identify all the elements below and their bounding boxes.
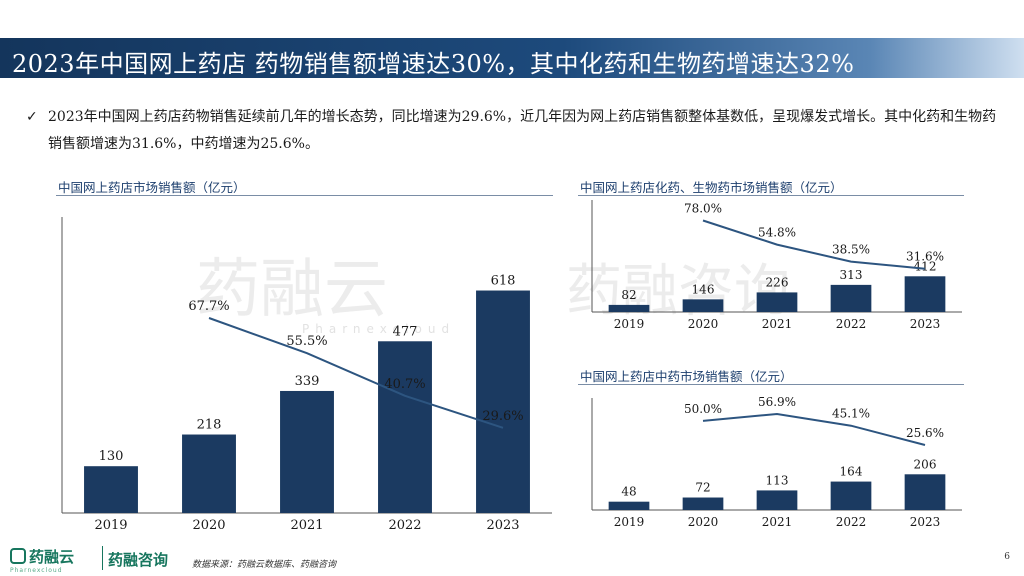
chart-total-title: 中国网上药店市场销售额（亿元） — [58, 180, 246, 195]
x-tick-label: 2022 — [836, 515, 867, 529]
footer-divider — [102, 546, 103, 570]
bar — [608, 501, 650, 510]
cloud-logo-icon — [10, 548, 26, 564]
bar-value-label: 412 — [914, 259, 937, 273]
bar — [756, 490, 798, 510]
page-title: 2023年中国网上药店 药物销售额增速达30%，其中化药和生物药增速达32% — [12, 50, 855, 78]
summary-text: 2023年中国网上药店药物销售延续前几年的增长态势，同比增速为29.6%，近几年… — [48, 109, 997, 152]
chart-tcm-sales: 48 2019 72 2020 113 2021 164 2022 206 2023 50.0% 56… — [591, 395, 962, 529]
bar-value-label: 339 — [295, 374, 320, 389]
growth-rate-line — [208, 317, 504, 429]
bar-value-label: 218 — [197, 418, 222, 433]
bar — [682, 299, 724, 312]
bar — [378, 341, 432, 513]
x-tick-label: 2022 — [388, 518, 421, 533]
bar — [904, 276, 946, 312]
title-bar — [0, 38, 1024, 78]
chart-total-title-rule — [56, 195, 553, 196]
bar-value-label: 164 — [840, 465, 863, 479]
data-source: 数据来源：药融云数据库、药融咨询 — [192, 560, 337, 570]
x-tick-label: 2020 — [192, 518, 225, 533]
chart-chemical-title-rule — [578, 195, 964, 196]
chart-chemical-title: 中国网上药店化药、生物药市场销售额（亿元） — [580, 180, 843, 195]
growth-rate-line — [702, 412, 926, 446]
growth-rate-line — [702, 219, 926, 270]
growth-rate-label: 56.9% — [758, 395, 796, 409]
growth-rate-label: 25.6% — [906, 426, 944, 440]
x-tick-label: 2020 — [688, 515, 719, 529]
bar — [84, 466, 138, 513]
growth-rate-label: 38.5% — [832, 243, 870, 257]
bar — [830, 481, 872, 510]
bar-value-label: 226 — [766, 275, 789, 289]
growth-rate-label: 67.7% — [188, 299, 229, 314]
x-tick-label: 2019 — [614, 317, 645, 331]
summary-paragraph: ✓ 2023年中国网上药店药物销售延续前几年的增长态势，同比增速为29.6%，近… — [26, 104, 998, 158]
chart-chemical-biological-sales: 82 2019 146 2020 226 2021 313 2022 412 2023 78.0% 5… — [591, 200, 962, 331]
growth-rate-label: 29.6% — [482, 409, 523, 424]
bar-value-label: 113 — [766, 473, 789, 487]
bar-value-label: 206 — [914, 457, 937, 471]
bar-value-label: 82 — [621, 288, 636, 302]
growth-rate-label: 45.1% — [832, 407, 870, 421]
footer-logo-sub: Pharnexcloud — [10, 567, 63, 574]
x-tick-label: 2020 — [688, 317, 719, 331]
growth-rate-label: 50.0% — [684, 402, 722, 416]
x-tick-label: 2019 — [94, 518, 127, 533]
growth-rate-label: 40.7% — [384, 377, 425, 392]
growth-rate-label: 54.8% — [758, 226, 796, 240]
bar-value-label: 477 — [393, 324, 418, 339]
bar-value-label: 72 — [695, 481, 710, 495]
x-tick-label: 2023 — [910, 317, 941, 331]
x-tick-label: 2021 — [290, 518, 323, 533]
bar — [756, 292, 798, 312]
bar — [830, 284, 872, 312]
bar-value-label: 130 — [99, 449, 124, 464]
bar — [904, 474, 946, 510]
x-tick-label: 2023 — [910, 515, 941, 529]
growth-rate-label: 78.0% — [684, 201, 722, 215]
chart-tcm-title-rule — [578, 384, 964, 385]
bar — [280, 390, 334, 513]
bar-value-label: 618 — [491, 274, 516, 289]
checkmark-icon: ✓ — [26, 109, 38, 125]
x-tick-label: 2022 — [836, 317, 867, 331]
footer-brand2: 药融咨询 — [108, 551, 169, 569]
bar-value-label: 313 — [840, 268, 863, 282]
x-tick-label: 2023 — [486, 518, 519, 533]
bar — [608, 304, 650, 312]
chart-total-sales: 130 2019 218 2020 339 2021 477 2022 618 2023 67.7%… — [61, 217, 552, 533]
growth-rate-label: 55.5% — [286, 334, 327, 349]
footer-logo: 药融云 Pharnexcloud — [10, 546, 74, 574]
x-tick-label: 2019 — [614, 515, 645, 529]
page-number: 6 — [1004, 552, 1010, 562]
bar-value-label: 48 — [621, 485, 636, 499]
x-tick-label: 2021 — [762, 317, 793, 331]
bar — [476, 290, 530, 513]
x-tick-label: 2021 — [762, 515, 793, 529]
bar-value-label: 146 — [692, 282, 715, 296]
bar — [182, 434, 236, 513]
chart-tcm-title: 中国网上药店中药市场销售额（亿元） — [580, 369, 793, 384]
bar — [682, 497, 724, 510]
footer-logo-text: 药融云 — [29, 548, 75, 566]
growth-rate-label: 31.6% — [906, 250, 944, 264]
